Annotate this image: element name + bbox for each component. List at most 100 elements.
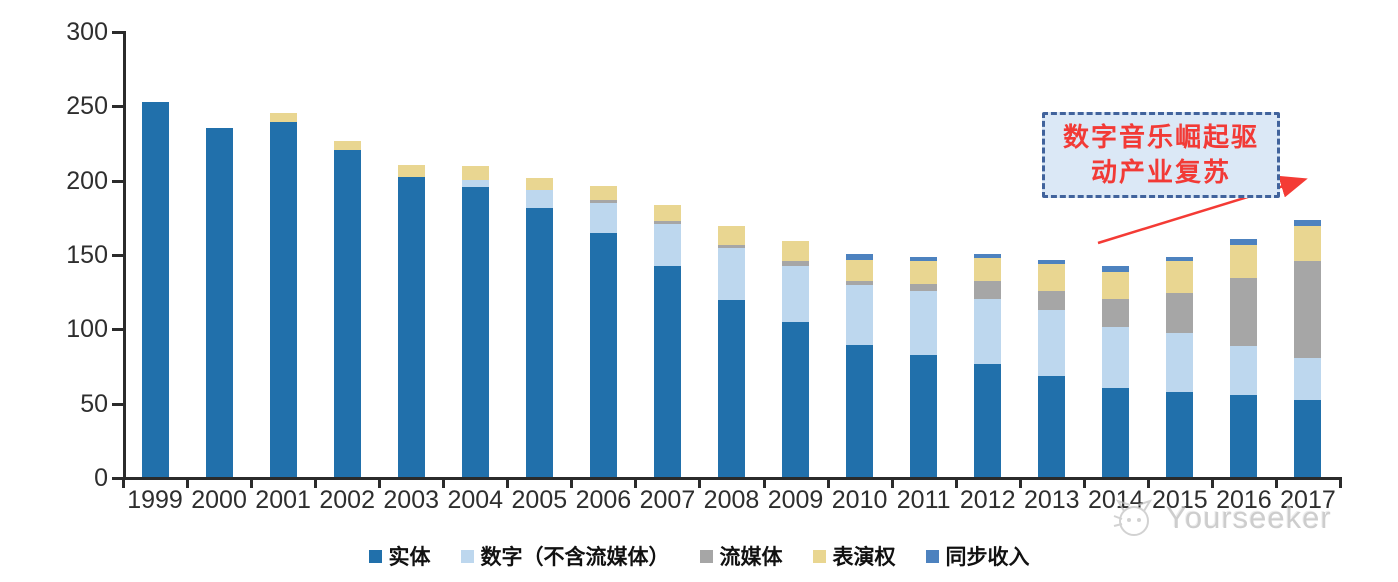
bar-segment-数字（不含流媒体）-2012	[974, 298, 1002, 364]
x-axis-label: 2004	[447, 486, 504, 514]
bar-segment-同步收入-2014	[1102, 265, 1130, 272]
bar-segment-流媒体-2017	[1294, 261, 1322, 359]
bar-segment-同步收入-2015	[1166, 256, 1194, 262]
x-axis-tick	[826, 480, 830, 488]
legend-item-实体: 实体	[368, 541, 431, 571]
annotation-text-line1: 数字音乐崛起驱	[1062, 123, 1259, 152]
y-axis-tick	[112, 402, 123, 406]
legend: 实体 数字（不含流媒体） 流媒体 表演权 同步收入	[0, 541, 1398, 571]
bar-segment-实体-2015	[1166, 392, 1194, 477]
x-axis-tick	[250, 480, 254, 488]
bar-segment-表演权-2017	[1294, 225, 1322, 262]
legend-swatch-icon	[812, 549, 826, 563]
bar-segment-同步收入-2010	[846, 254, 874, 260]
legend-label: 表演权	[832, 545, 896, 569]
x-axis-label: 2010	[831, 486, 888, 514]
bar-segment-实体-2008	[718, 300, 745, 477]
annotation-callout: 数字音乐崛起驱 动产业复苏	[1042, 112, 1280, 198]
bar-segment-流媒体-2012	[974, 280, 1002, 299]
bar-segment-数字（不含流媒体）-2009	[782, 265, 810, 323]
bar-segment-数字（不含流媒体）-2006	[589, 203, 617, 234]
x-axis-tick	[634, 480, 638, 488]
bar-segment-实体-2006	[589, 233, 617, 477]
bar-segment-表演权-2008	[718, 225, 745, 246]
watermark-text: Yourseeker	[1166, 500, 1332, 535]
legend-item-流媒体: 流媒体	[699, 541, 783, 571]
bar-segment-表演权-2001	[269, 112, 297, 122]
bar-segment-数字（不含流媒体）-2007	[653, 224, 681, 266]
bar-segment-数字（不含流媒体）-2016	[1230, 346, 1258, 396]
legend-item-数字（不含流媒体）: 数字（不含流媒体）	[460, 541, 670, 571]
x-axis-tick	[506, 480, 510, 488]
legend-label: 流媒体	[719, 545, 783, 569]
x-axis-label: 2011	[896, 486, 951, 514]
bar-segment-表演权-2012	[974, 258, 1002, 281]
bar-segment-实体-2013	[1038, 375, 1066, 477]
bar-segment-数字（不含流媒体）-2004	[461, 179, 489, 188]
x-axis-label: 1999	[127, 486, 183, 514]
bar-segment-表演权-2007	[653, 204, 681, 222]
bar-segment-实体-2004	[461, 187, 489, 477]
x-axis-label: 2017	[1280, 486, 1336, 514]
bar-segment-表演权-2006	[589, 185, 617, 201]
bar-segment-实体-2009	[782, 322, 810, 477]
legend-label: 数字（不含流媒体）	[480, 545, 670, 569]
bar-segment-表演权-2015	[1166, 261, 1194, 293]
x-axis-tick	[570, 480, 574, 488]
legend-swatch-icon	[460, 549, 474, 563]
bar-segment-流媒体-2013	[1038, 291, 1066, 311]
bar-segment-同步收入-2011	[910, 256, 938, 262]
x-axis-tick	[1146, 480, 1150, 488]
yourseeker-logo-icon	[1113, 499, 1153, 536]
x-axis-tick	[890, 480, 894, 488]
bar-segment-流媒体-2009	[782, 261, 810, 266]
bar-segment-表演权-2011	[910, 261, 938, 284]
x-axis-label: 2008	[703, 486, 760, 514]
x-axis-label: 2014	[1087, 486, 1144, 514]
x-axis-label: 2016	[1216, 486, 1272, 514]
bar-segment-表演权-2003	[397, 164, 425, 177]
y-axis-tick	[112, 105, 123, 109]
watermark: Yourseeker	[1108, 496, 1332, 540]
bar-segment-实体-2016	[1230, 395, 1258, 477]
y-axis-tick	[112, 477, 123, 480]
annotation-text-line2: 动产业复苏	[1090, 158, 1231, 187]
bar-segment-流媒体-2015	[1166, 292, 1194, 333]
x-axis-label: 2005	[511, 486, 568, 514]
legend-item-同步收入: 同步收入	[925, 541, 1030, 571]
bar-segment-实体-2014	[1102, 387, 1130, 477]
x-axis-label: 2009	[767, 486, 824, 514]
bar-segment-实体-2001	[269, 121, 297, 477]
legend-swatch-icon	[925, 549, 939, 563]
x-axis-tick	[1210, 480, 1214, 488]
x-axis-label: 2006	[575, 486, 632, 514]
bar-segment-数字（不含流媒体）-2017	[1294, 358, 1322, 400]
bar-segment-数字（不含流媒体）-2015	[1166, 332, 1194, 393]
x-axis-label: 2000	[191, 486, 247, 514]
x-axis-label: 2015	[1152, 486, 1208, 514]
x-axis-tick	[1018, 480, 1022, 488]
bar-segment-表演权-2014	[1102, 271, 1130, 299]
y-axis-label: 150	[66, 241, 108, 269]
bar-segment-数字（不含流媒体）-2005	[525, 190, 553, 208]
y-axis-tick	[112, 31, 123, 34]
x-axis-label: 2002	[319, 486, 375, 514]
bar-segment-实体-2005	[525, 207, 553, 477]
x-axis-tick	[698, 480, 702, 488]
bar-segment-流媒体-2014	[1102, 298, 1130, 327]
bar-segment-表演权-2010	[846, 259, 874, 281]
bar-segment-实体-2011	[910, 355, 938, 477]
x-axis-label: 2003	[383, 486, 440, 514]
bar-segment-流媒体-2016	[1230, 277, 1258, 347]
x-axis-tick	[1274, 480, 1278, 488]
bar-segment-实体-2007	[653, 265, 681, 477]
x-axis-tick	[122, 480, 125, 488]
y-axis-label: 50	[80, 389, 108, 418]
x-axis-line	[121, 477, 1342, 480]
bar-segment-表演权-2009	[782, 240, 810, 262]
x-axis-tick	[378, 480, 382, 488]
bar-segment-表演权-2002	[333, 141, 361, 150]
legend-label: 同步收入	[945, 545, 1030, 569]
x-axis-tick	[186, 480, 190, 488]
